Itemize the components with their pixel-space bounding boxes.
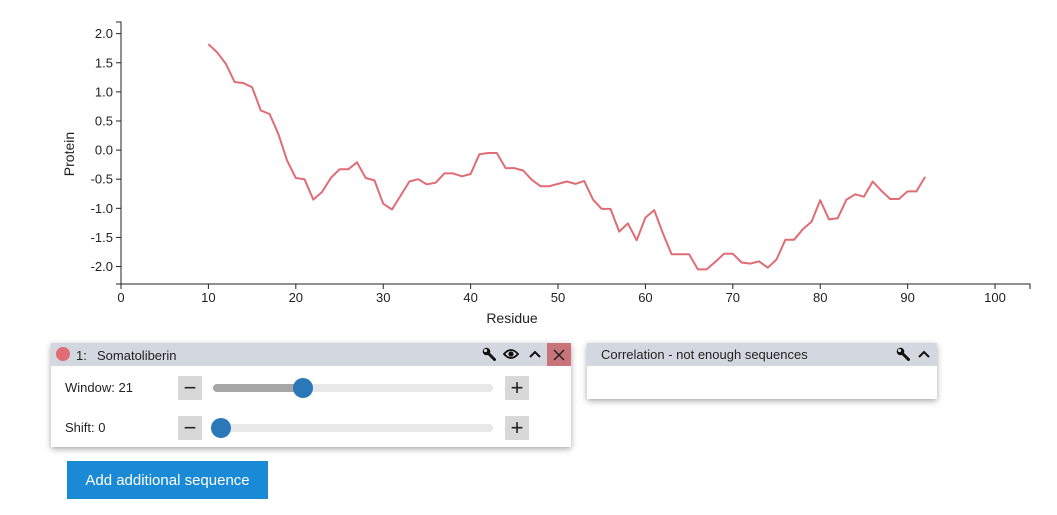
- x-tick-label: 50: [551, 290, 565, 305]
- shift-label: Shift: 0: [65, 420, 106, 435]
- window-decrease-button[interactable]: −: [178, 376, 202, 400]
- y-tick-label: -0.5: [91, 172, 113, 187]
- sequence-panel-header: 1: Somatoliberin: [51, 343, 571, 366]
- y-axis-label: Protein: [61, 132, 77, 176]
- x-tick-label: 90: [900, 290, 914, 305]
- y-tick-label: 1.0: [95, 84, 113, 99]
- y-tick-label: 0.0: [95, 143, 113, 158]
- eye-icon[interactable]: [503, 346, 519, 362]
- window-slider-fill: [213, 384, 303, 392]
- chevron-up-icon[interactable]: [916, 346, 932, 362]
- x-axis: 0 10 20 30 40 50 60 70 80 90 100: [117, 283, 1031, 305]
- window-increase-button[interactable]: +: [505, 376, 529, 400]
- y-tick-label: -1.5: [91, 230, 113, 245]
- plus-icon: +: [510, 415, 524, 440]
- window-label: Window: 21: [65, 380, 133, 395]
- minus-icon: −: [183, 415, 197, 440]
- shift-slider-handle[interactable]: [211, 418, 231, 438]
- x-tick-label: 70: [726, 290, 740, 305]
- y-axis-line: [116, 21, 122, 285]
- x-axis-label: Residue: [486, 310, 538, 326]
- x-tick-label: 40: [463, 290, 477, 305]
- shift-row: Shift: 0 − +: [51, 413, 571, 443]
- correlation-panel: Correlation - not enough sequences: [587, 343, 937, 399]
- plus-icon: +: [510, 375, 524, 400]
- x-axis-line: [120, 283, 1031, 289]
- y-tick-label: 0.5: [95, 113, 113, 128]
- correlation-panel-header: Correlation - not enough sequences: [587, 343, 937, 366]
- minus-icon: −: [183, 375, 197, 400]
- x-tick-label: 20: [289, 290, 303, 305]
- chevron-up-icon[interactable]: [527, 346, 543, 362]
- wrench-icon[interactable]: [895, 346, 911, 362]
- hydropathy-chart: 2.0 1.5 1.0 0.5 0.0 -0.5 -1.0 -1.5 -2.0 0 10 20 30 4…: [61, 21, 1031, 326]
- series-line-somatoliberin: [207, 43, 926, 271]
- window-slider-handle[interactable]: [292, 378, 313, 398]
- sequence-index: 1:: [76, 348, 87, 363]
- y-axis: 2.0 1.5 1.0 0.5 0.0 -0.5 -1.0 -1.5 -2.0: [91, 21, 122, 285]
- sequence-color-dot[interactable]: [56, 347, 70, 361]
- close-icon: [553, 349, 565, 360]
- x-tick-label: 80: [813, 290, 827, 305]
- x-tick-label: 0: [117, 290, 124, 305]
- x-tick-label: 60: [638, 290, 652, 305]
- shift-slider[interactable]: [211, 418, 493, 438]
- y-tick-label: 2.0: [95, 26, 113, 41]
- window-slider[interactable]: [213, 378, 493, 398]
- window-row: Window: 21 − +: [51, 373, 571, 403]
- x-tick-label: 100: [984, 290, 1006, 305]
- correlation-title: Correlation - not enough sequences: [601, 347, 808, 362]
- sequence-name: Somatoliberin: [97, 348, 177, 363]
- shift-increase-button[interactable]: +: [505, 416, 529, 440]
- y-tick-label: 1.5: [95, 55, 113, 70]
- sequence-panel: 1: Somatoliberin: [51, 343, 571, 447]
- wrench-icon[interactable]: [481, 346, 497, 362]
- add-sequence-button[interactable]: Add additional sequence: [67, 461, 268, 499]
- series-layer: [207, 43, 926, 271]
- shift-decrease-button[interactable]: −: [178, 416, 202, 440]
- y-tick-label: -1.0: [91, 201, 113, 216]
- x-tick-label: 30: [376, 290, 390, 305]
- x-tick-label: 10: [201, 290, 215, 305]
- close-button[interactable]: [547, 343, 571, 366]
- y-tick-label: -2.0: [91, 259, 113, 274]
